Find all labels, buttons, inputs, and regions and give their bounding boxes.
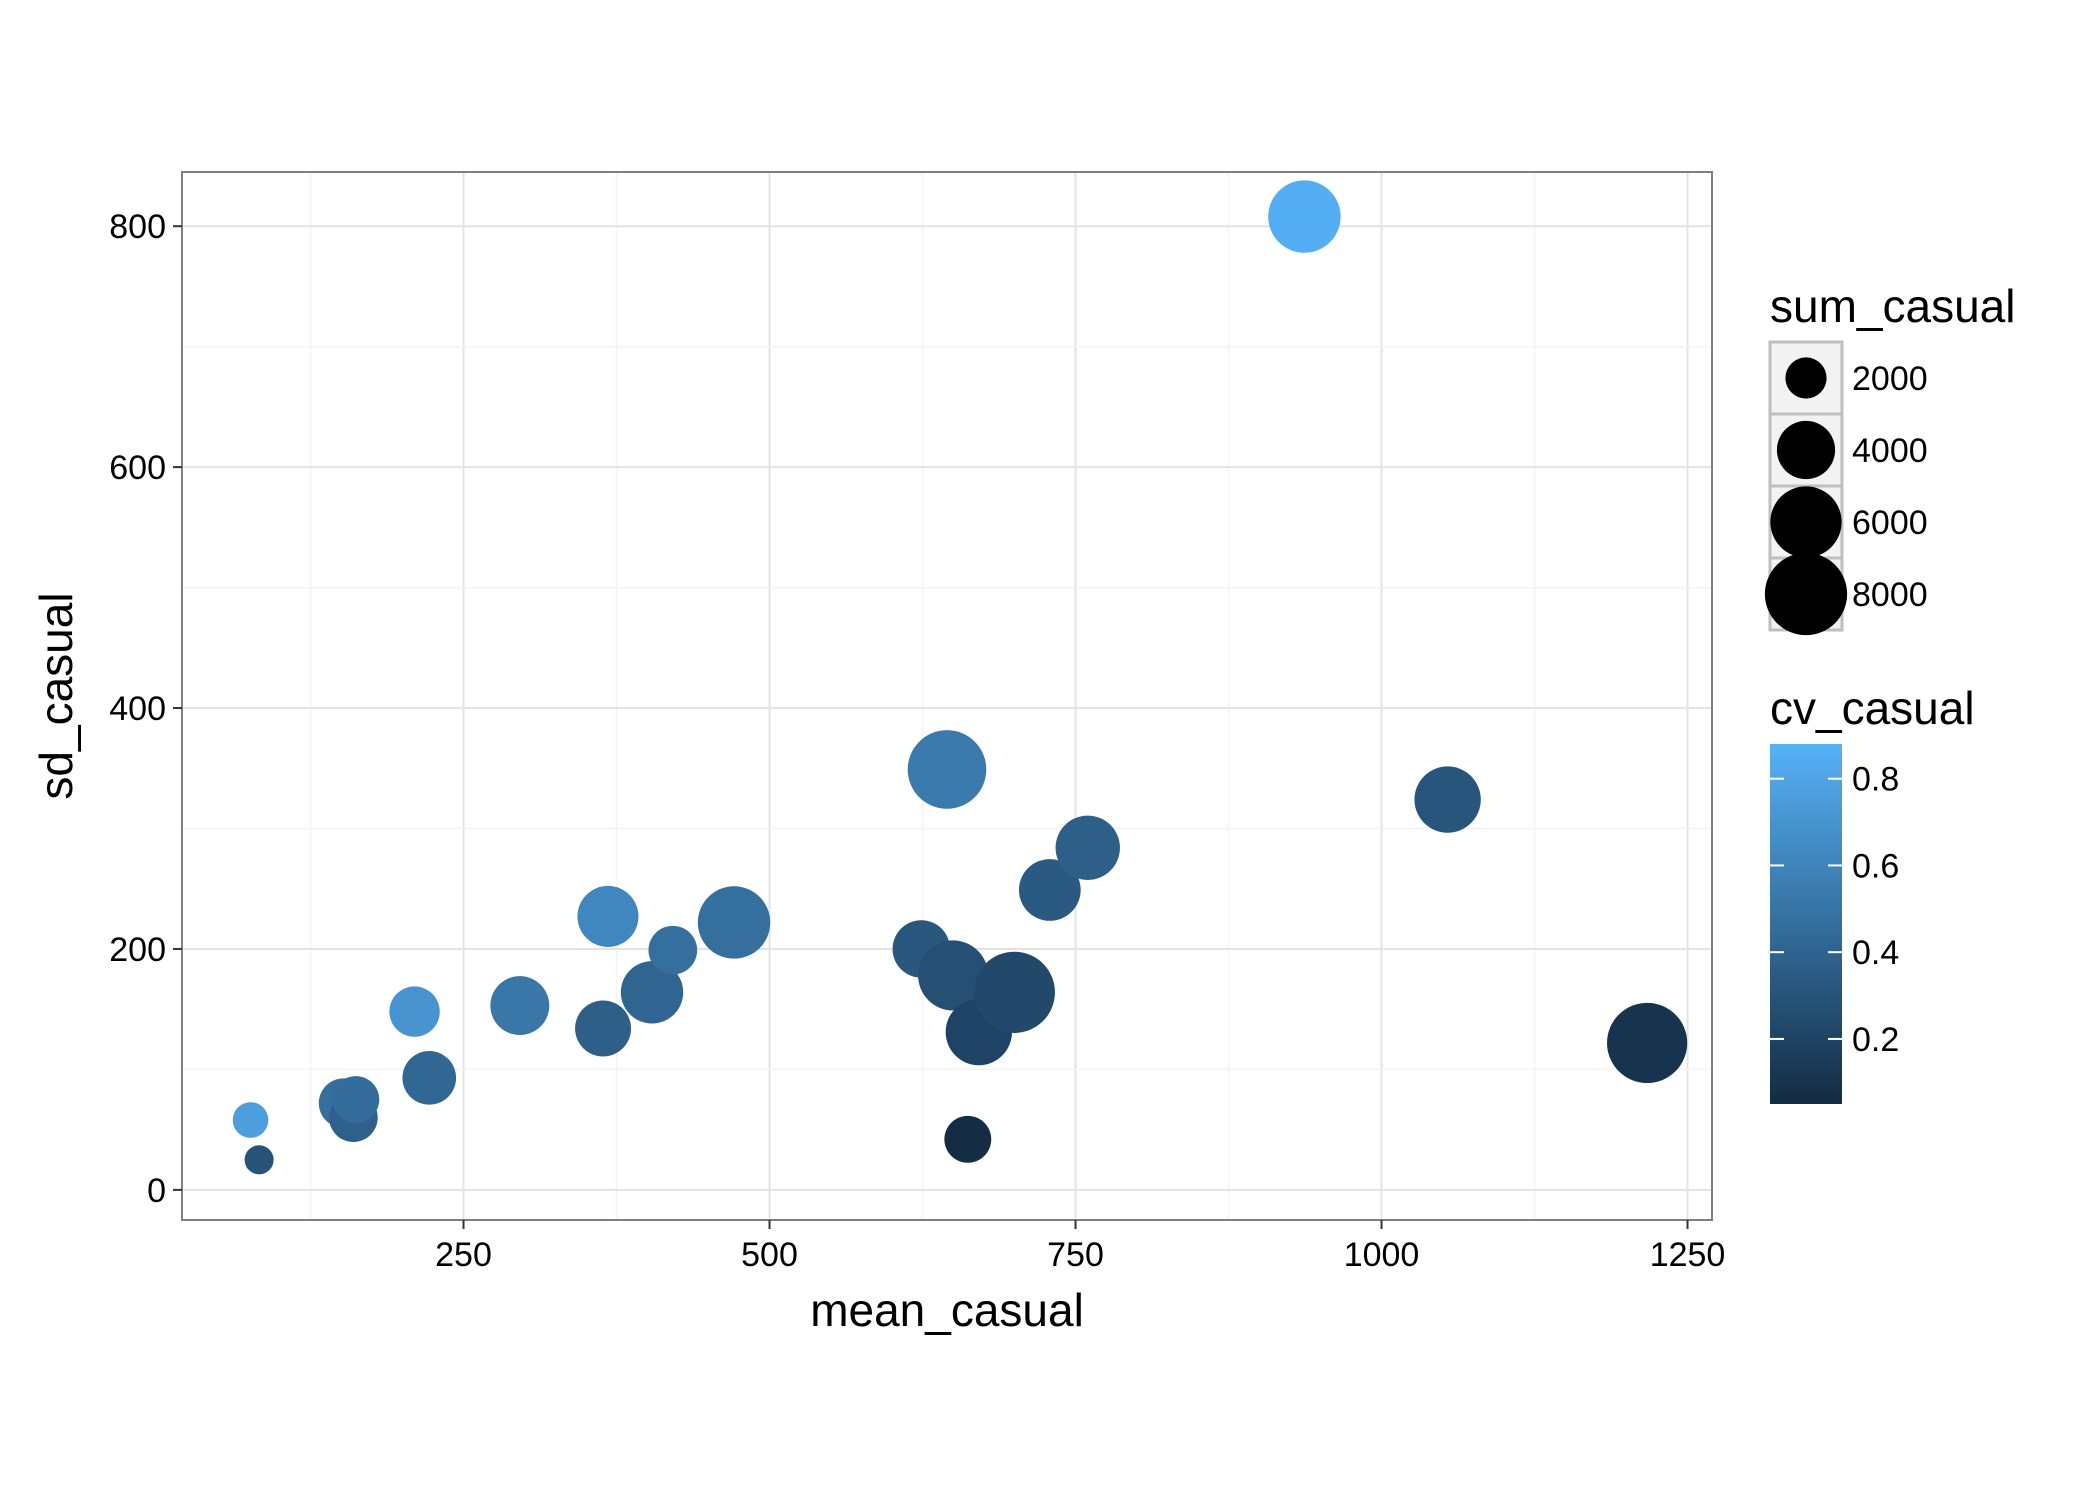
x-tick-label: 1000: [1344, 1236, 1420, 1274]
y-tick-label: 400: [109, 690, 166, 728]
panel-border: [181, 171, 1713, 1221]
color-legend-label: 0.8: [1852, 761, 1899, 799]
color-legend-label: 0.6: [1852, 847, 1899, 885]
data-point: [1268, 180, 1341, 253]
size-legend-label: 8000: [1852, 576, 1928, 614]
data-point: [402, 1051, 457, 1105]
data-point: [648, 925, 698, 975]
color-legend-label: 0.2: [1852, 1021, 1899, 1059]
data-point: [918, 940, 989, 1011]
data-point: [697, 886, 771, 959]
data-point: [232, 1102, 269, 1138]
data-point: [1607, 1002, 1688, 1084]
data-point: [944, 1115, 992, 1163]
color-legend-label: 0.4: [1852, 934, 1899, 972]
axes: 250 500 750 1000 1250 0 200 400 600 800: [109, 208, 1725, 1274]
data-point: [490, 976, 550, 1036]
y-tick-label: 800: [109, 208, 166, 246]
x-axis-title: mean_casual: [810, 1284, 1084, 1336]
data-points: [232, 180, 1688, 1175]
data-point: [973, 951, 1055, 1033]
data-point: [332, 1076, 380, 1123]
data-point: [907, 730, 987, 809]
size-legend-label: 2000: [1852, 360, 1928, 398]
y-tick-label: 200: [109, 931, 166, 969]
data-point: [575, 1000, 632, 1057]
size-legend-title: sum_casual: [1770, 280, 2015, 332]
size-legend-dot: [1785, 357, 1827, 399]
x-tick-label: 750: [1047, 1236, 1104, 1274]
size-legend-label: 6000: [1852, 504, 1928, 542]
color-legend: cv_casual 0.2 0.4 0.6 0.8: [1770, 682, 1975, 1104]
y-tick-label: 0: [147, 1172, 166, 1210]
size-legend-dot: [1770, 486, 1842, 558]
data-point: [577, 885, 639, 947]
data-point: [1414, 766, 1481, 833]
color-legend-title: cv_casual: [1770, 682, 1975, 734]
x-tick-label: 250: [435, 1236, 492, 1274]
size-legend-dot: [1776, 420, 1836, 480]
color-legend-bar: [1770, 744, 1842, 1104]
x-tick-label: 500: [741, 1236, 798, 1274]
data-point: [244, 1145, 274, 1175]
data-point: [620, 961, 684, 1024]
size-legend-label: 4000: [1852, 432, 1928, 470]
size-legend-dot: [1764, 552, 1848, 636]
data-point: [1055, 815, 1120, 880]
data-point: [1018, 859, 1081, 921]
data-point: [389, 986, 440, 1037]
x-tick-label: 1250: [1650, 1236, 1726, 1274]
grid-lines: [182, 172, 1712, 1220]
size-legend: sum_casual 2000 4000 6000 8000: [1764, 280, 2015, 636]
y-tick-label: 600: [109, 449, 166, 487]
y-axis-title: sd_casual: [30, 592, 82, 799]
